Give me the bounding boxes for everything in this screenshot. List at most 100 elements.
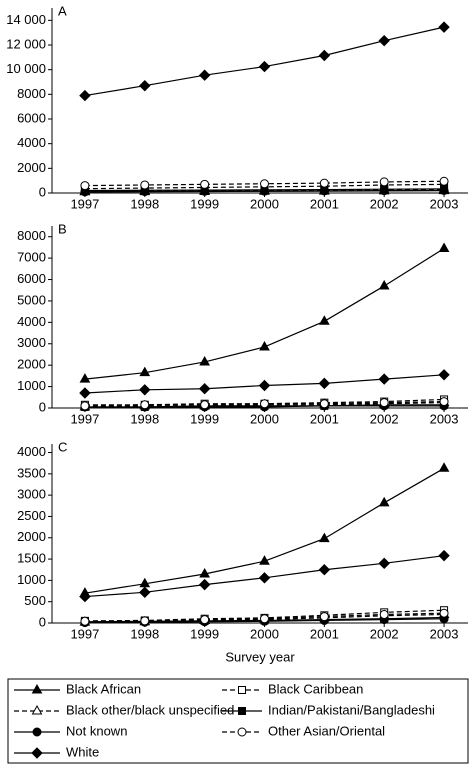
marker (379, 398, 389, 408)
marker (439, 176, 449, 186)
marker (318, 49, 331, 62)
marker (318, 564, 331, 576)
x-tick-label: 2000 (250, 411, 279, 426)
marker (378, 496, 390, 507)
legend-marker (238, 707, 246, 715)
marker (199, 567, 210, 578)
marker (80, 181, 90, 191)
marker (259, 614, 269, 624)
y-tick-label: 3000 (17, 487, 46, 502)
panel-label: B (58, 221, 67, 236)
marker (259, 555, 270, 565)
legend-label: Other Asian/Oriental (268, 723, 385, 738)
y-tick-label: 8000 (17, 228, 46, 243)
y-tick-label: 4000 (17, 314, 46, 329)
marker (200, 179, 210, 189)
marker (438, 21, 450, 33)
marker (438, 369, 450, 381)
y-tick-label: 14 000 (6, 12, 46, 27)
marker (438, 549, 450, 562)
legend-marker (237, 727, 247, 737)
y-tick-label: 1500 (17, 551, 46, 566)
marker (139, 384, 151, 396)
legend-marker (31, 704, 43, 715)
legend-marker (31, 683, 43, 694)
legend-label: Black Caribbean (268, 681, 363, 696)
legend-label: Indian/Pakistani/Bangladeshi (268, 702, 435, 717)
x-tick-label: 2003 (430, 411, 459, 426)
marker (139, 79, 151, 92)
marker (139, 366, 151, 377)
marker (379, 177, 389, 187)
marker (259, 179, 269, 189)
marker (378, 34, 390, 47)
y-tick-label: 8000 (17, 86, 46, 101)
marker (258, 572, 271, 584)
marker (318, 532, 330, 543)
marker (259, 340, 270, 351)
x-tick-label: 1997 (70, 626, 99, 641)
y-tick-label: 6000 (17, 110, 46, 125)
marker (140, 400, 150, 410)
y-tick-label: 3000 (17, 335, 46, 350)
marker (438, 462, 450, 472)
x-tick-label: 2000 (250, 626, 279, 641)
marker (79, 590, 91, 603)
y-tick-label: 5000 (17, 292, 46, 307)
legend-label: White (66, 744, 99, 759)
legend-marker (238, 686, 246, 694)
marker (258, 379, 271, 392)
y-tick-label: 7000 (17, 250, 46, 265)
x-tick-label: 2001 (310, 626, 339, 641)
x-tick-label: 2000 (250, 196, 279, 211)
marker (80, 401, 90, 411)
y-tick-label: 4000 (17, 444, 46, 459)
marker (79, 387, 91, 399)
x-tick-label: 1999 (190, 411, 219, 426)
marker (378, 557, 390, 570)
legend-label: Not known (66, 723, 127, 738)
x-tick-label: 2003 (430, 626, 459, 641)
marker (199, 355, 210, 366)
y-tick-label: 0 (39, 399, 46, 414)
marker (79, 89, 91, 102)
marker (319, 399, 329, 409)
marker (378, 373, 390, 385)
y-tick-label: 12 000 (6, 36, 46, 51)
marker (79, 373, 91, 383)
marker (438, 242, 450, 252)
x-tick-label: 2002 (370, 196, 399, 211)
legend-marker (32, 727, 42, 737)
legend-label: Black African (66, 681, 141, 696)
marker (439, 185, 449, 195)
marker (439, 397, 449, 407)
series-line (84, 247, 445, 380)
x-tick-label: 1998 (130, 411, 159, 426)
marker (318, 315, 330, 325)
marker (259, 186, 269, 196)
marker (80, 616, 90, 626)
y-tick-label: 1000 (17, 572, 46, 587)
x-tick-label: 1999 (190, 196, 219, 211)
marker (200, 615, 210, 625)
marker (379, 609, 389, 619)
marker (379, 186, 389, 196)
marker (378, 279, 390, 290)
marker (198, 383, 211, 395)
marker (140, 180, 150, 190)
legend-box (7, 678, 469, 764)
y-tick-label: 10 000 (6, 61, 46, 76)
x-tick-label: 1998 (130, 626, 159, 641)
marker (318, 377, 331, 390)
marker (200, 400, 210, 410)
y-tick-label: 3500 (17, 465, 46, 480)
panel-label: A (58, 3, 67, 18)
x-axis-label: Survey year (225, 649, 295, 664)
panel-label: C (58, 439, 67, 454)
y-tick-label: 2000 (17, 160, 46, 175)
legend-label: Black other/black unspecified (66, 702, 234, 717)
marker (319, 178, 329, 188)
marker (198, 578, 211, 591)
y-tick-label: 2000 (17, 529, 46, 544)
